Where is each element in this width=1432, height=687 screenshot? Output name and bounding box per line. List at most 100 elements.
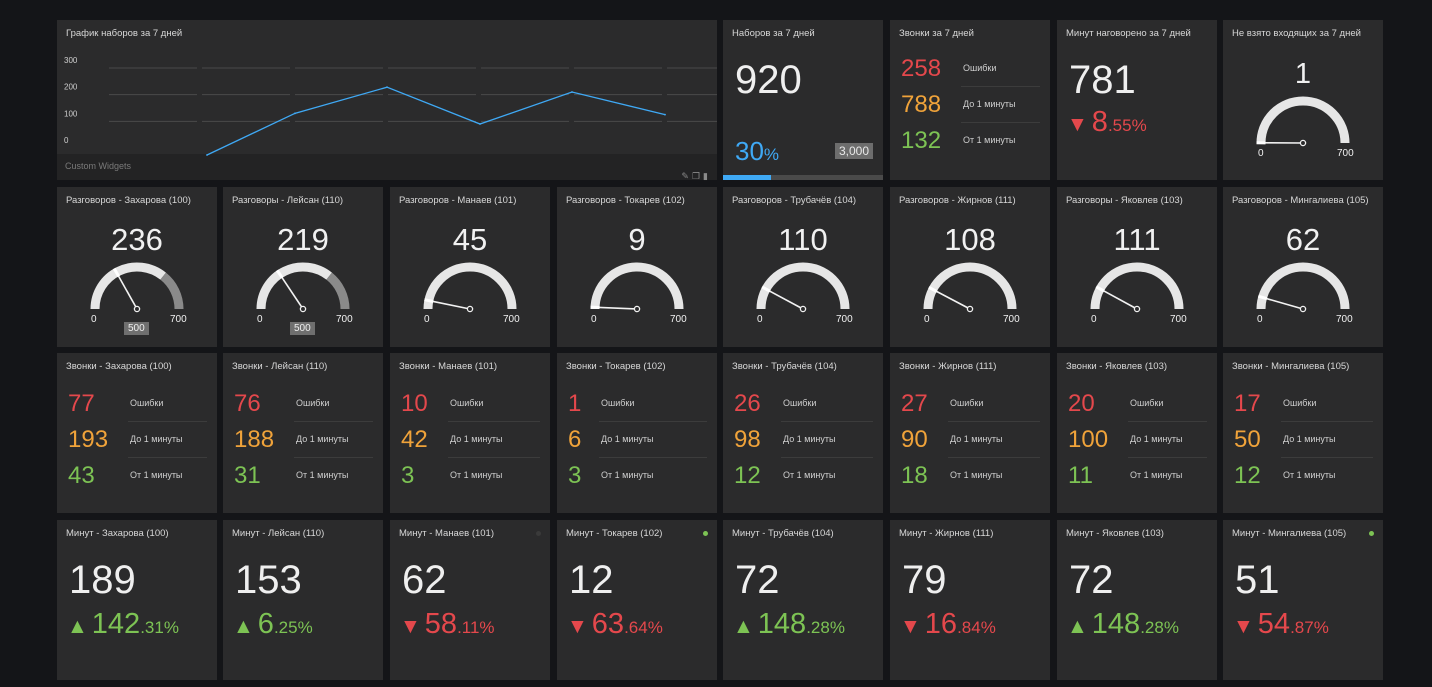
- widget-title: Разговоров - Мингалиева (105): [1232, 195, 1369, 206]
- minutes-delta: ▲ 6.25%: [233, 610, 313, 639]
- status-dot-icon: [1369, 531, 1374, 536]
- stat-value: 788: [901, 91, 942, 118]
- stat-value: 20: [1068, 390, 1095, 417]
- stat-label: От 1 минуты: [783, 470, 836, 480]
- divider: [128, 421, 207, 422]
- gauge: [590, 262, 684, 313]
- copy-icon[interactable]: ❐: [691, 171, 704, 181]
- missed-gauge: [1256, 96, 1350, 147]
- widget-title: Минут - Токарев (102): [566, 528, 663, 539]
- stat-value: 12: [734, 462, 761, 489]
- stat-row: 132 От 1 минуты: [890, 123, 1050, 159]
- stat-value: 42: [401, 426, 428, 453]
- agent-calls-widget: Звонки - Трубачёв (104) 26 Ошибки 98 До 1 ми…: [723, 353, 883, 513]
- trash-icon[interactable]: ▮: [703, 171, 711, 181]
- gauge-arc: [1256, 262, 1350, 310]
- stat-row: 43 От 1 минуты: [57, 458, 217, 494]
- divider: [128, 457, 207, 458]
- y-tick-label: 100: [64, 109, 78, 118]
- widget-title: Минут - Лейсан (110): [232, 528, 325, 539]
- agent-minutes-widget: Минут - Яковлев (103) 72 ▲ 148.28%: [1057, 520, 1217, 680]
- delta-dec: .31%: [140, 618, 179, 637]
- stat-row: 98 До 1 минуты: [723, 422, 883, 458]
- minutes-total-value: 781: [1069, 58, 1136, 102]
- stat-row: 26 Ошибки: [723, 386, 883, 422]
- minutes-value: 62: [402, 558, 447, 602]
- gauge-needle: [277, 271, 304, 310]
- arrow-down-icon: ▼: [900, 615, 921, 638]
- arrow-down-icon: ▼: [567, 615, 588, 638]
- stat-row: 100 До 1 минуты: [1057, 422, 1217, 458]
- divider: [294, 421, 373, 422]
- gauge-min: 0: [757, 314, 763, 325]
- gauge-min: 0: [1091, 314, 1097, 325]
- stat-row: 188 До 1 минуты: [223, 422, 383, 458]
- arrow-up-icon: ▲: [233, 615, 254, 638]
- chart-title: График наборов за 7 дней: [66, 28, 183, 39]
- gauge-max: 700: [1170, 314, 1187, 325]
- stat-label: От 1 минуты: [950, 470, 1003, 480]
- line-chart: 300 200 100 0: [57, 56, 717, 180]
- widget-tools: ✎❐▮: [681, 171, 711, 182]
- gauge-pivot: [466, 305, 474, 313]
- delta-dec: .28%: [806, 618, 845, 637]
- missed-min: 0: [1258, 148, 1264, 159]
- widget-title: Разговоры - Яковлев (103): [1066, 195, 1183, 206]
- delta-dec: .87%: [1290, 618, 1329, 637]
- divider: [448, 457, 540, 458]
- agent-gauge-widget: Разговоры - Яковлев (103) 111 0 700: [1057, 187, 1217, 347]
- stat-value: 1: [568, 390, 582, 417]
- widget-title: Минут - Манаев (101): [399, 528, 494, 539]
- agent-gauge-widget: Разговоров - Захарова (100) 236 0 700 500: [57, 187, 217, 347]
- y-tick-label: 0: [64, 136, 69, 145]
- widget-title: Минут - Жирнов (111): [899, 528, 994, 539]
- dials-percent-unit: %: [763, 145, 780, 164]
- stat-row: 3 От 1 минуты: [390, 458, 550, 494]
- gauge-arc: [90, 262, 166, 310]
- gauge-max: 700: [170, 314, 187, 325]
- data-point: [664, 113, 666, 116]
- gauge-needle: [930, 287, 971, 310]
- gauge-arc: [923, 262, 1017, 310]
- chart-widget: График наборов за 7 дней 300 200 100 0 Cust…: [57, 20, 717, 182]
- gauge-min: 0: [257, 314, 263, 325]
- widget-title: Звонки - Захарова (100): [66, 361, 172, 372]
- data-point: [571, 91, 573, 93]
- agent-gauge-widget: Разговоров - Жирнов (111) 108 0 700: [890, 187, 1050, 347]
- widget-title: Разговоров - Захарова (100): [66, 195, 191, 206]
- gauge-value: 110: [778, 222, 828, 257]
- gauge: [923, 262, 1017, 313]
- stat-label: От 1 минуты: [130, 470, 183, 480]
- stat-row: 258 Ошибки: [890, 51, 1050, 87]
- stat-label: До 1 минуты: [963, 99, 1016, 109]
- stat-row: 42 До 1 минуты: [390, 422, 550, 458]
- stat-label: Ошибки: [963, 63, 997, 73]
- gauge-arc: [423, 262, 517, 310]
- stat-row: 10 Ошибки: [390, 386, 550, 422]
- stat-value: 100: [1068, 426, 1109, 453]
- gauge-max: 700: [670, 314, 687, 325]
- gauge-pivot: [1299, 305, 1307, 313]
- stat-value: 258: [901, 55, 942, 82]
- gauge-pivot: [299, 305, 307, 313]
- missed-title: Не взято входящих за 7 дней: [1232, 28, 1361, 39]
- widget-title: Звонки - Яковлев (103): [1066, 361, 1168, 372]
- delta-int: 58: [424, 608, 458, 640]
- widget-title: Разговоров - Манаев (101): [399, 195, 517, 206]
- stat-label: От 1 минуты: [963, 135, 1016, 145]
- data-point: [206, 154, 208, 156]
- stat-row: 193 До 1 минуты: [57, 422, 217, 458]
- stat-value: 26: [734, 390, 761, 417]
- gauge: [90, 262, 184, 313]
- agent-minutes-widget: Минут - Трубачёв (104) 72 ▲ 148.28%: [723, 520, 883, 680]
- stat-value: 76: [234, 390, 261, 417]
- agent-minutes-widget: Минут - Токарев (102) 12 ▼ 63.64%: [557, 520, 717, 680]
- dials-target: 3,000: [834, 143, 873, 159]
- pencil-icon[interactable]: ✎: [681, 171, 692, 181]
- agent-gauge-widget: Разговоров - Токарев (102) 9 0 700: [557, 187, 717, 347]
- stat-row: 12 От 1 минуты: [1223, 458, 1383, 494]
- stat-value: 43: [68, 462, 95, 489]
- y-tick-label: 200: [64, 83, 78, 92]
- dials-percent: 30%: [735, 136, 779, 167]
- gauge-pivot: [633, 305, 641, 313]
